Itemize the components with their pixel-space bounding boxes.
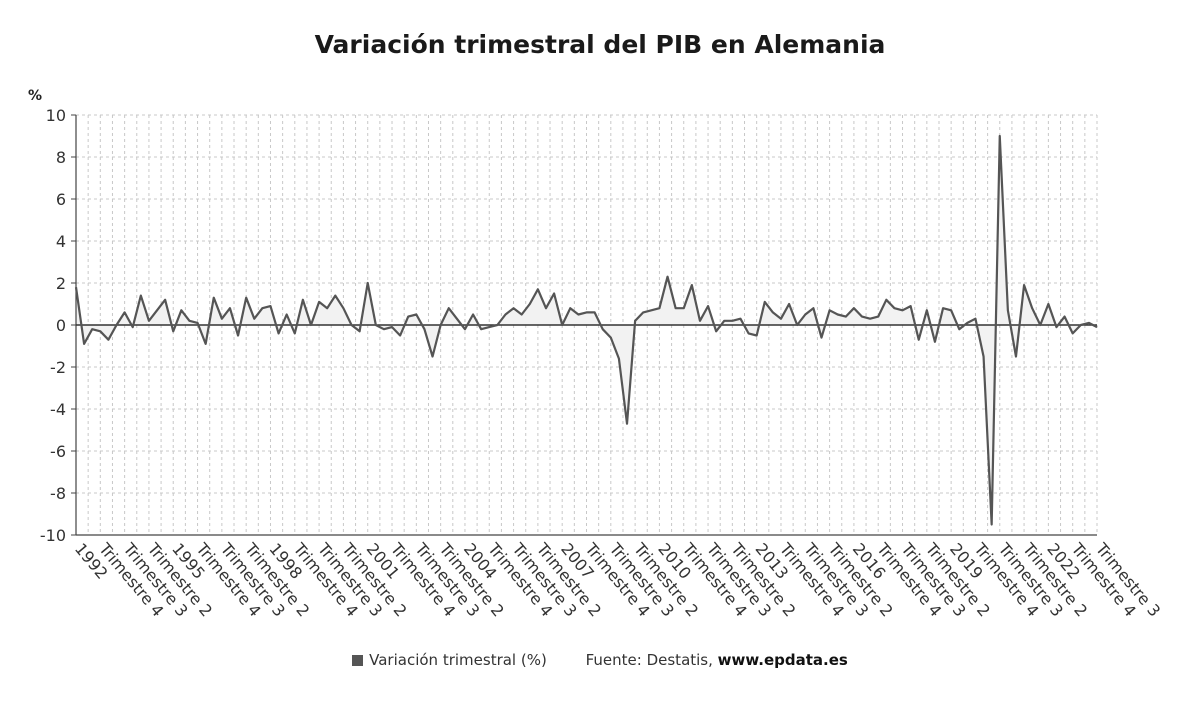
y-tick-label: -2 bbox=[50, 358, 66, 377]
y-tick-label: 4 bbox=[56, 232, 66, 251]
series-line bbox=[74, 134, 1098, 526]
y-tick-label: 10 bbox=[46, 106, 66, 125]
y-tick-label: -6 bbox=[50, 442, 66, 461]
y-tick-label: -10 bbox=[40, 526, 66, 545]
source-label: Fuente: Destatis, bbox=[585, 651, 713, 669]
y-tick-label: -8 bbox=[50, 484, 66, 503]
legend-series-label: Variación trimestral (%) bbox=[369, 651, 547, 669]
chart-title: Variación trimestral del PIB en Alemania bbox=[314, 30, 886, 59]
y-tick-label: 8 bbox=[56, 148, 66, 167]
legend: Variación trimestral (%) Fuente: Destati… bbox=[0, 651, 1200, 669]
y-tick-label: 6 bbox=[56, 190, 66, 209]
y-tick-label: -4 bbox=[50, 400, 66, 419]
y-tick-labels: 10 8 6 4 2 0 -2 -4 -6 -8 -10 bbox=[40, 106, 66, 545]
y-unit-label: % bbox=[28, 88, 42, 104]
y-tick-label: 0 bbox=[56, 316, 66, 335]
legend-swatch bbox=[352, 655, 364, 666]
axes bbox=[71, 114, 1097, 536]
series-line-layer bbox=[74, 134, 1098, 526]
source-site: www.epdata.es bbox=[717, 651, 848, 669]
y-tick-label: 2 bbox=[56, 274, 66, 293]
